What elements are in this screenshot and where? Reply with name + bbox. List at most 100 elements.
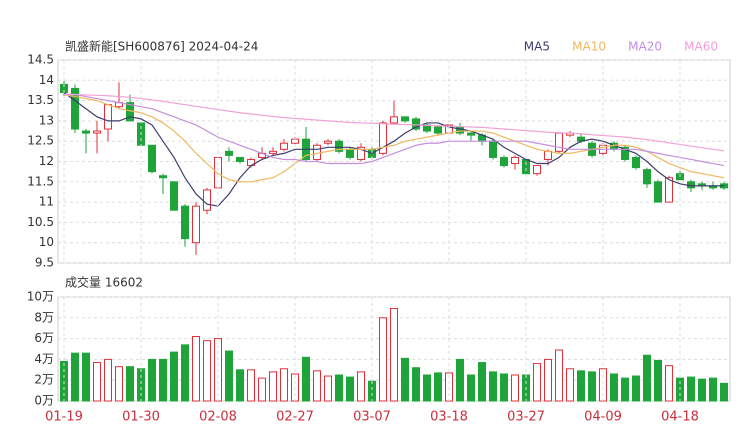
volume-bar	[665, 365, 673, 402]
volume-bar	[533, 363, 541, 402]
y-tick-label: 6万	[34, 331, 54, 345]
volume-bar	[225, 350, 233, 402]
volume-bar	[401, 357, 409, 402]
candle-body	[401, 116, 409, 122]
candle-body	[434, 126, 442, 134]
volume-bar	[115, 366, 123, 402]
volume-bar	[368, 380, 376, 402]
y-tick-label: 4万	[34, 352, 54, 366]
candle-body	[93, 130, 101, 134]
volume-bar	[258, 377, 266, 402]
volume-bar	[170, 351, 178, 402]
candle-body	[357, 146, 365, 160]
volume-bar	[456, 358, 464, 402]
volume-bar	[148, 358, 156, 402]
volume-bar	[511, 374, 519, 402]
candle-body	[148, 144, 156, 173]
candle-body	[412, 118, 420, 130]
volume-bar	[610, 373, 618, 402]
volume-bar	[71, 352, 79, 402]
candle-body	[71, 87, 79, 130]
volume-bar	[412, 367, 420, 402]
x-tick-label: 04-09	[584, 410, 622, 425]
y-tick-label: 11	[39, 195, 54, 209]
volume-bar	[489, 371, 497, 402]
volume-bar	[82, 352, 90, 402]
x-tick-label: 03-07	[353, 410, 391, 425]
volume-bar	[192, 336, 200, 402]
candle-body	[555, 132, 563, 152]
candle-body	[390, 116, 398, 124]
chart-title: 凯盛新能[SH600876] 2024-04-24	[65, 39, 258, 54]
candle-body	[489, 140, 497, 158]
x-tick-label: 01-30	[122, 410, 160, 425]
volume-bar	[577, 370, 585, 402]
y-tick-label: 11.5	[27, 174, 54, 188]
volume-bar	[93, 362, 101, 402]
candle-body	[192, 205, 200, 244]
volume-bar	[599, 368, 607, 402]
volume-bar	[269, 371, 277, 402]
candle-body	[533, 165, 541, 175]
volume-bar	[313, 370, 321, 402]
x-tick-label: 04-18	[661, 410, 699, 425]
ma-line	[64, 93, 725, 152]
volume-bar	[247, 369, 255, 402]
candle-body	[335, 140, 343, 152]
volume-bar	[159, 358, 167, 402]
volume-bar	[203, 340, 211, 402]
candle-body	[236, 156, 244, 163]
candle-body	[467, 132, 475, 136]
volume-bar	[566, 368, 574, 402]
x-tick-label: 02-08	[199, 410, 237, 425]
volume-bar	[698, 378, 706, 402]
candle-body	[665, 177, 673, 203]
candle-body	[379, 122, 387, 154]
volume-bar	[324, 375, 332, 402]
y-tick-label: 14	[39, 73, 54, 87]
volume-bar	[335, 374, 343, 402]
candle-body	[346, 148, 354, 158]
volume-bar	[500, 373, 508, 402]
candle-body	[280, 142, 288, 150]
candle-body	[511, 156, 519, 165]
volume-bar	[236, 369, 244, 402]
volume-bar	[423, 374, 431, 402]
x-tick-label: 03-18	[430, 410, 468, 425]
candle-body	[170, 181, 178, 211]
y-tick-label: 12	[39, 154, 54, 168]
candle-body	[181, 205, 189, 240]
volume-bar	[643, 354, 651, 402]
volume-bar	[357, 371, 365, 402]
candle-body	[621, 146, 629, 160]
y-tick-label: 13.5	[27, 93, 54, 107]
legend-label: MA10	[572, 40, 606, 54]
y-tick-label: 2万	[34, 373, 54, 387]
volume-bar	[137, 368, 145, 402]
y-tick-label: 9.5	[35, 256, 54, 270]
x-tick-label: 02-27	[276, 410, 314, 425]
y-tick-label: 13	[39, 113, 54, 127]
volume-bar	[709, 377, 717, 402]
x-tick-label: 03-27	[507, 410, 545, 425]
legend-label: MA5	[524, 40, 550, 54]
volume-bar	[654, 359, 662, 402]
volume-bar	[544, 358, 552, 402]
y-tick-label: 12.5	[27, 134, 54, 148]
candle-body	[632, 156, 640, 169]
volume-bar	[390, 307, 398, 402]
legend-label: MA20	[628, 40, 662, 54]
candle-body	[522, 158, 530, 175]
volume-bar	[302, 356, 310, 402]
volume-bar	[280, 368, 288, 402]
y-tick-label: 10万	[27, 290, 54, 304]
candle-body	[544, 150, 552, 160]
volume-bar	[379, 317, 387, 402]
candle-body	[225, 150, 233, 156]
ma-line	[63, 93, 725, 183]
volume-bar	[126, 366, 134, 402]
volume-bar	[104, 358, 112, 402]
volume-bar	[555, 349, 563, 402]
candle-body	[643, 169, 651, 185]
y-tick-label: 10.5	[27, 215, 54, 229]
